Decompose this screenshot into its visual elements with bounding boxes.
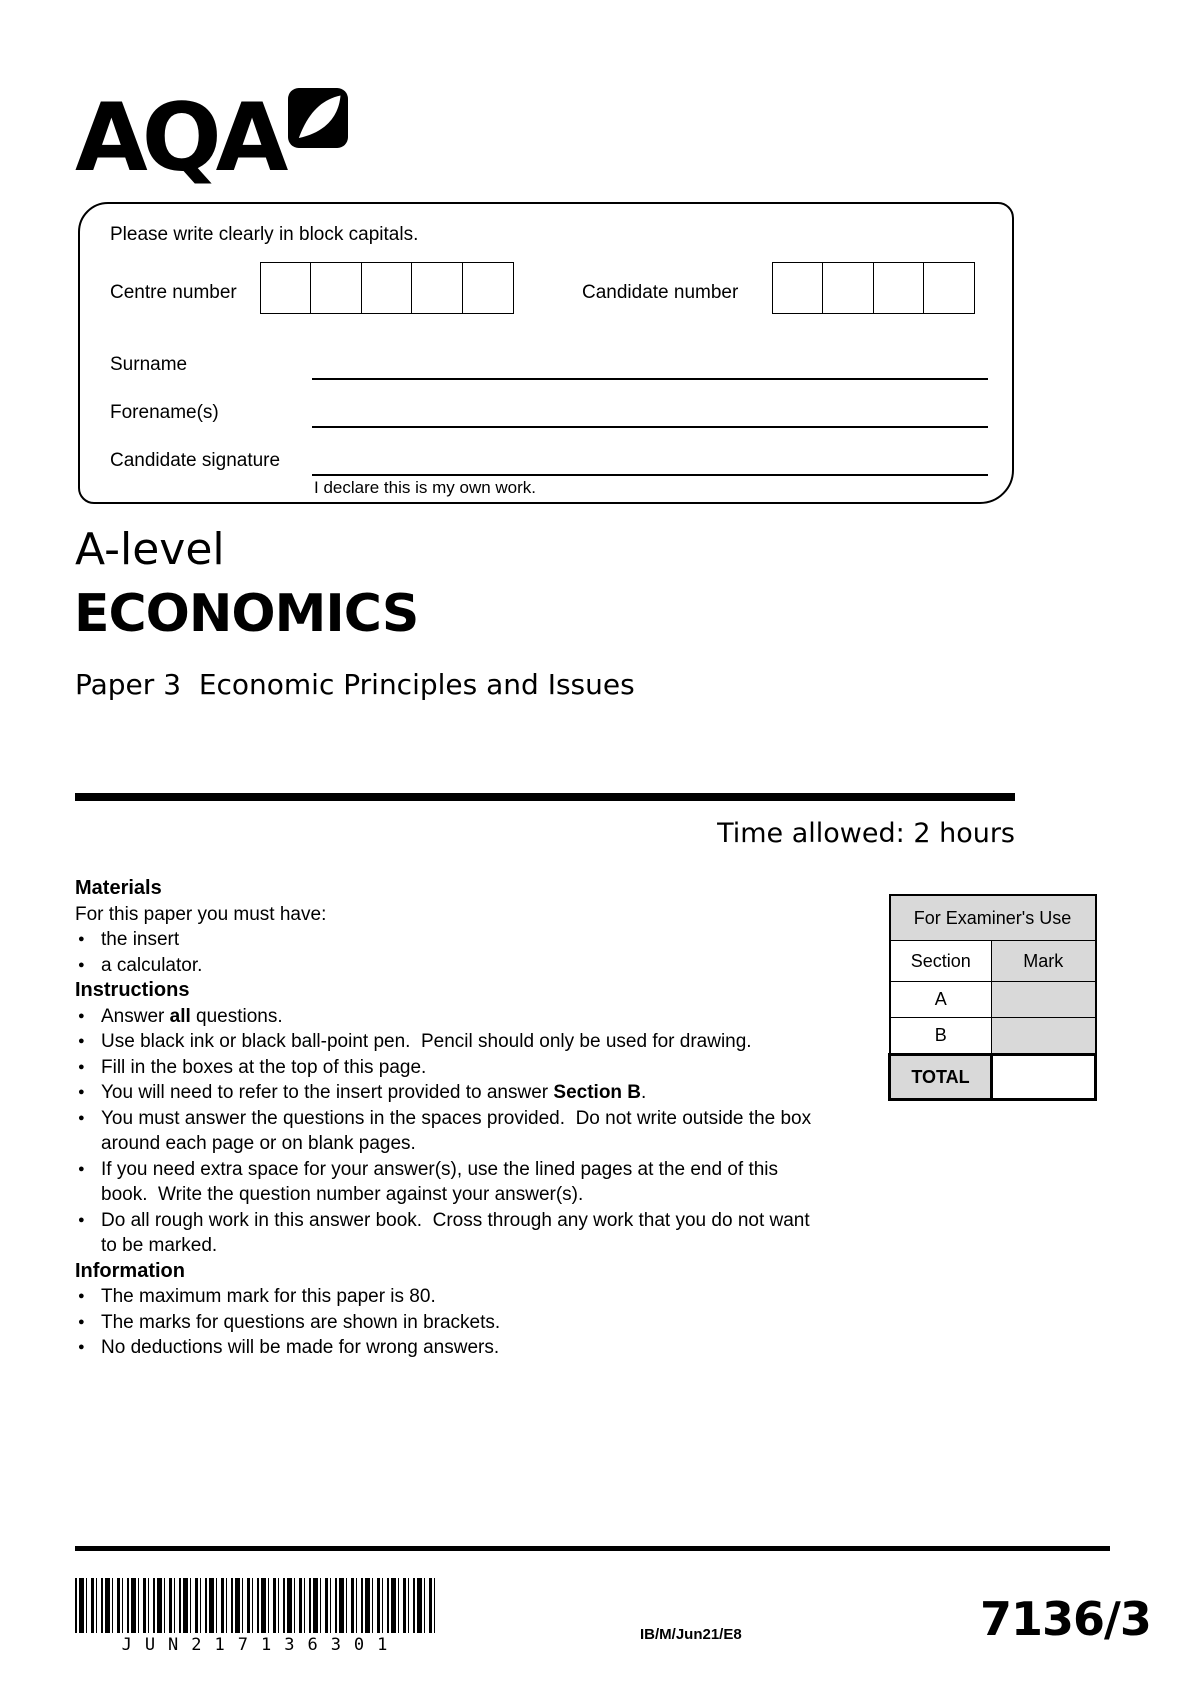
text-segment: If you need extra space for your answer(… <box>101 1158 784 1206</box>
examiner-row-section-b: B <box>889 1017 992 1055</box>
surname-label: Surname <box>110 354 188 375</box>
entry-cell[interactable] <box>260 262 312 314</box>
forename-field[interactable] <box>312 426 988 428</box>
text-segment: Use black ink or black ball-point pen. P… <box>101 1031 752 1052</box>
block-capitals-note: Please write clearly in block capitals. <box>110 224 419 245</box>
time-allowed: Time allowed: 2 hours <box>717 818 1015 849</box>
examiner-use-table: For Examiner's Use Section Mark A B TOTA… <box>888 894 1098 1101</box>
examiner-mark-cell-b[interactable] <box>990 1017 1097 1055</box>
centre-number-label: Centre number <box>110 282 237 303</box>
barcode: JUN217136301 <box>75 1578 437 1655</box>
paper-code: 7136/3 <box>980 1592 1152 1646</box>
list-item: Use black ink or black ball-point pen. P… <box>75 1029 817 1055</box>
barcode-text: JUN217136301 <box>121 1635 401 1655</box>
text-segment: You must answer the questions in the spa… <box>101 1107 817 1155</box>
examiner-col-section: Section <box>889 940 992 982</box>
examiner-total-cell[interactable] <box>989 1053 1098 1101</box>
list-item: No deductions will be made for wrong ans… <box>75 1335 817 1361</box>
examiner-total-label: TOTAL <box>888 1053 993 1101</box>
entry-cell[interactable] <box>411 262 464 314</box>
information-list: The maximum mark for this paper is 80.Th… <box>75 1284 817 1361</box>
entry-cell[interactable] <box>872 262 925 314</box>
list-item: Fill in the boxes at the top of this pag… <box>75 1055 817 1081</box>
examiner-row-section-a: A <box>889 981 992 1018</box>
footer-reference: IB/M/Jun21/E8 <box>640 1626 742 1643</box>
text-segment: questions. <box>190 1005 283 1027</box>
text-segment: Fill in the boxes at the top of this pag… <box>101 1056 427 1078</box>
list-item: If you need extra space for your answer(… <box>75 1157 817 1208</box>
aqa-logo: AQA <box>75 76 349 193</box>
forename-label: Forename(s) <box>110 402 219 423</box>
materials-list: the inserta calculator. <box>75 927 817 978</box>
subject-title: ECONOMICS <box>74 584 419 644</box>
aqa-logo-text: AQA <box>75 84 288 193</box>
paper-title: Paper 3 Economic Principles and Issues <box>75 668 635 701</box>
candidate-signature-field[interactable] <box>312 474 988 476</box>
examiner-mark-cell-a[interactable] <box>990 981 1097 1018</box>
divider-rule <box>75 793 1015 801</box>
text-segment: Answer <box>101 1005 170 1027</box>
surname-field[interactable] <box>312 378 988 380</box>
entry-cell[interactable] <box>822 262 875 314</box>
information-heading: Information <box>75 1259 185 1282</box>
cover-notes-column: Materials For this paper you must have: … <box>75 876 817 1361</box>
instructions-heading: Instructions <box>75 979 190 1001</box>
entry-cell[interactable] <box>360 262 413 314</box>
instructions-list: Answer all questions.Use black ink or bl… <box>75 1004 817 1259</box>
text-segment: . <box>641 1082 647 1103</box>
declaration-note: I declare this is my own work. <box>314 478 537 497</box>
candidate-number-cells <box>772 262 976 314</box>
centre-number-cells <box>260 262 514 314</box>
list-item: a calculator. <box>75 953 817 979</box>
entry-cell[interactable] <box>310 262 363 314</box>
list-item: Do all rough work in this answer book. C… <box>75 1208 817 1259</box>
emphasised-text: all <box>169 1005 191 1027</box>
materials-heading: Materials <box>75 877 162 899</box>
candidate-number-label: Candidate number <box>582 282 739 303</box>
candidate-signature-label: Candidate signature <box>110 450 281 471</box>
materials-intro: For this paper you must have: <box>75 903 327 925</box>
aqa-leaf-icon <box>288 88 349 148</box>
emphasised-text: Section B <box>553 1082 642 1103</box>
list-item: You will need to refer to the insert pro… <box>75 1080 817 1106</box>
list-item: Answer all questions. <box>75 1004 817 1030</box>
examiner-col-mark: Mark <box>990 940 1097 982</box>
list-item: You must answer the questions in the spa… <box>75 1106 817 1157</box>
candidate-details-box: Please write clearly in block capitals. … <box>78 202 1014 504</box>
list-item: the insert <box>75 927 817 953</box>
entry-cell[interactable] <box>772 262 824 314</box>
entry-cell[interactable] <box>461 262 514 314</box>
text-segment: You will need to refer to the insert pro… <box>101 1082 554 1103</box>
text-segment: Do all rough work in this answer book. C… <box>101 1209 815 1257</box>
list-item: The maximum mark for this paper is 80. <box>75 1284 817 1310</box>
examiner-table-title: For Examiner's Use <box>889 894 1096 941</box>
qualification-title: A-level <box>75 524 225 575</box>
barcode-bars <box>75 1578 437 1633</box>
footer-rule <box>75 1546 1110 1551</box>
list-item: The marks for questions are shown in bra… <box>75 1310 817 1336</box>
entry-cell[interactable] <box>923 262 976 314</box>
